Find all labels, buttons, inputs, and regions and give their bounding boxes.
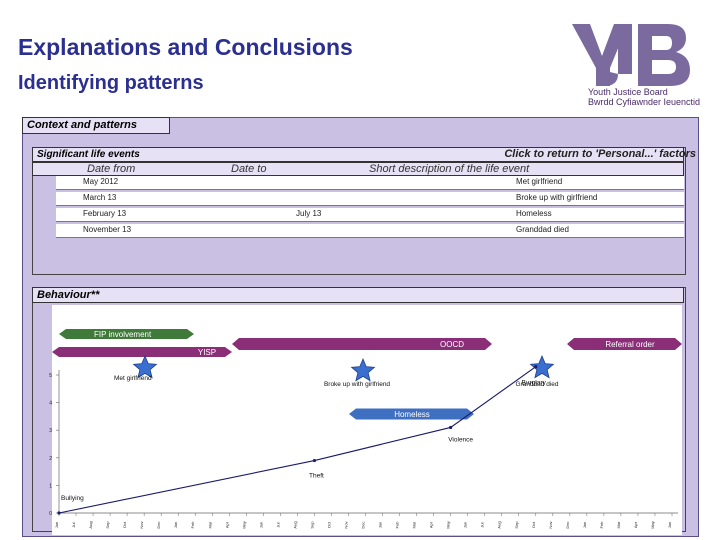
x-tick-label: Sep <box>514 521 519 529</box>
event-date-from: March 13 <box>83 193 117 202</box>
behaviour-bar <box>52 347 232 357</box>
context-title: Context and patterns <box>22 117 170 134</box>
life-events-title: Significant life events <box>37 149 140 160</box>
behaviour-bar <box>567 338 682 350</box>
life-events-header: Significant life events <box>32 147 684 162</box>
y-tick-label: 1 <box>49 483 52 489</box>
series-point <box>534 365 538 369</box>
y-tick-label: 5 <box>49 373 52 379</box>
behaviour-bar <box>349 408 474 420</box>
behaviour-title: Behaviour** <box>37 289 100 301</box>
event-date-from: February 13 <box>83 209 127 218</box>
behaviour-bar-label: OOCD <box>440 340 464 349</box>
x-tick-label: Jun <box>667 522 672 528</box>
series-point <box>57 511 61 515</box>
x-tick-label: Dec <box>565 521 570 528</box>
offence-label: Burglary <box>522 380 547 387</box>
series-point <box>449 425 453 430</box>
life-events-columns: Date from Date to Short description of t… <box>32 162 684 176</box>
logo-caption: Youth Justice Board Bwrdd Cyfiawnder Ieu… <box>588 87 700 107</box>
x-tick-label: Sep <box>105 521 110 529</box>
logo-line1: Youth Justice Board <box>588 87 668 97</box>
col-date-from: Date from <box>87 163 136 175</box>
x-tick-label: Jun <box>258 522 263 528</box>
behaviour-bar-label: Referral order <box>605 340 655 349</box>
y-tick-label: 0 <box>49 511 52 517</box>
x-tick-label: Mar <box>616 521 621 529</box>
x-tick-label: Feb <box>599 521 604 529</box>
logo-line2: Bwrdd Cyfiawnder Ieuenctid <box>588 97 701 107</box>
event-description: Granddad died <box>516 225 569 234</box>
x-tick-label: Jul <box>275 522 280 527</box>
x-tick-label: Jan <box>378 522 383 528</box>
life-event-star-icon <box>350 357 376 382</box>
x-tick-label: Nov <box>343 521 348 528</box>
x-tick-label: Oct <box>531 521 536 528</box>
y-tick-label: 2 <box>49 456 52 462</box>
series-point <box>312 458 317 463</box>
event-row[interactable]: March 13 Broke up with girlfriend <box>56 192 684 206</box>
event-description: Broke up with girlfriend <box>516 193 598 202</box>
x-tick-label: Mar <box>207 521 212 529</box>
event-date-from: May 2012 <box>83 177 119 186</box>
y-tick-label: 3 <box>49 428 52 434</box>
x-tick-label: Aug <box>497 521 502 528</box>
x-tick-label: Dec <box>361 521 366 528</box>
x-tick-label: Apr <box>224 521 229 528</box>
event-row[interactable]: May 2012 Met girlfriend <box>56 176 684 190</box>
x-tick-label: Jan <box>173 522 178 528</box>
x-tick-label: Jul <box>480 522 485 527</box>
behaviour-bar-label: Homeless <box>394 410 430 419</box>
x-tick-label: May <box>241 521 246 529</box>
x-tick-label: May <box>446 521 451 529</box>
life-event-label: Broke up with girlfriend <box>324 381 390 388</box>
life-event-star-icon <box>132 354 158 379</box>
y-tick-label: 4 <box>49 401 52 407</box>
event-row[interactable]: November 13 Granddad died <box>56 224 684 238</box>
behaviour-bar <box>59 329 194 339</box>
life-event-star-icon <box>529 354 555 379</box>
page-subtitle: Identifying patterns <box>18 72 204 94</box>
offence-label: Bullying <box>61 495 84 502</box>
x-tick-label: Sep <box>309 521 314 529</box>
x-tick-label: Nov <box>139 521 144 528</box>
page-title: Explanations and Conclusions <box>18 34 353 60</box>
x-tick-label: Apr <box>633 521 638 528</box>
x-tick-label: Aug <box>292 521 297 528</box>
x-tick-label: Feb <box>395 521 400 529</box>
x-tick-label: Nov <box>548 521 553 528</box>
event-date-to: July 13 <box>296 209 322 218</box>
col-description: Short description of the life event <box>369 163 530 175</box>
x-tick-label: Jun <box>54 522 59 528</box>
behaviour-header: Behaviour** <box>32 287 684 303</box>
offence-label: Theft <box>309 473 324 480</box>
series-line <box>58 366 537 514</box>
event-description: Homeless <box>516 209 552 218</box>
event-description: Met girlfriend <box>516 177 563 186</box>
x-tick-label: Mar <box>412 521 417 529</box>
event-date-from: November 13 <box>83 225 132 234</box>
x-tick-label: Apr <box>429 521 434 528</box>
behaviour-bar-label: YISP <box>198 348 216 357</box>
offence-label: Violence <box>448 436 473 443</box>
behaviour-bar <box>232 338 492 350</box>
life-event-label: Met girlfriend <box>114 375 152 382</box>
life-event-label: Granddad died <box>515 381 558 388</box>
yjb-logo <box>572 24 690 86</box>
x-tick-label: Oct <box>326 521 331 528</box>
behaviour-chart: FIP involvement YISP OOCD Referral order Hom… <box>49 305 682 535</box>
x-tick-label: Aug <box>88 521 93 528</box>
x-tick-label: Jan <box>582 522 587 528</box>
x-tick-label: Jul <box>71 522 76 527</box>
x-tick-label: Dec <box>156 521 161 528</box>
event-row[interactable]: February 13 July 13 Homeless <box>56 208 684 222</box>
col-date-to: Date to <box>231 163 267 175</box>
x-tick-label: May <box>650 521 655 529</box>
behaviour-bar-label: FIP involvement <box>94 330 152 339</box>
x-tick-label: Feb <box>190 521 195 529</box>
x-tick-label: Jun <box>463 522 468 528</box>
return-link[interactable]: Click to return to 'Personal...' factors <box>504 148 696 160</box>
x-tick-label: Oct <box>122 521 127 528</box>
